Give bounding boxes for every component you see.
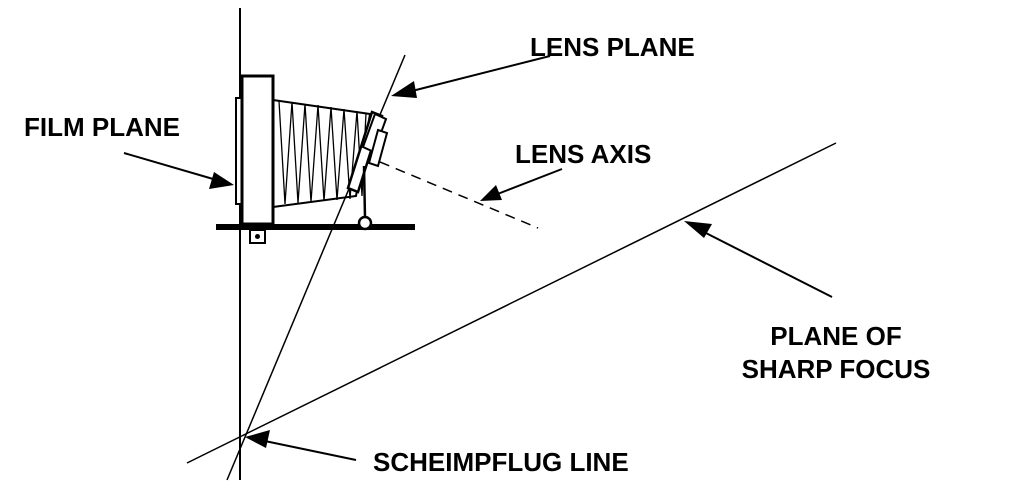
- lens-barrel: [367, 128, 389, 168]
- scheimpflug-line-label: SCHEIMPFLUG LINE: [373, 447, 629, 477]
- plane-of-sharp-focus-line: [186, 142, 837, 464]
- plane-of-sharp-focus-label-line2: SHARP FOCUS: [742, 354, 931, 384]
- rear-standard: [240, 74, 275, 226]
- camera-rail: [216, 224, 415, 230]
- lens-plane-pointer: [391, 55, 551, 98]
- lens-plane-label: LENS PLANE: [530, 32, 695, 62]
- lens-axis-line: [379, 161, 539, 229]
- scheimpflug-line-pointer: [245, 430, 357, 461]
- plane-of-sharp-focus-label-line1: PLANE OF: [770, 321, 901, 351]
- film-plane-label: FILM PLANE: [24, 112, 180, 142]
- front-standard-knob: [357, 215, 373, 231]
- front-standard-post: [362, 165, 367, 219]
- lens-axis-label: LENS AXIS: [515, 139, 651, 169]
- lens-axis-pointer: [480, 168, 563, 201]
- film-plane-pointer: [123, 152, 234, 189]
- tripod-screw: [255, 234, 260, 239]
- view-camera: [216, 74, 415, 244]
- plane-of-sharp-focus-pointer: [684, 221, 833, 298]
